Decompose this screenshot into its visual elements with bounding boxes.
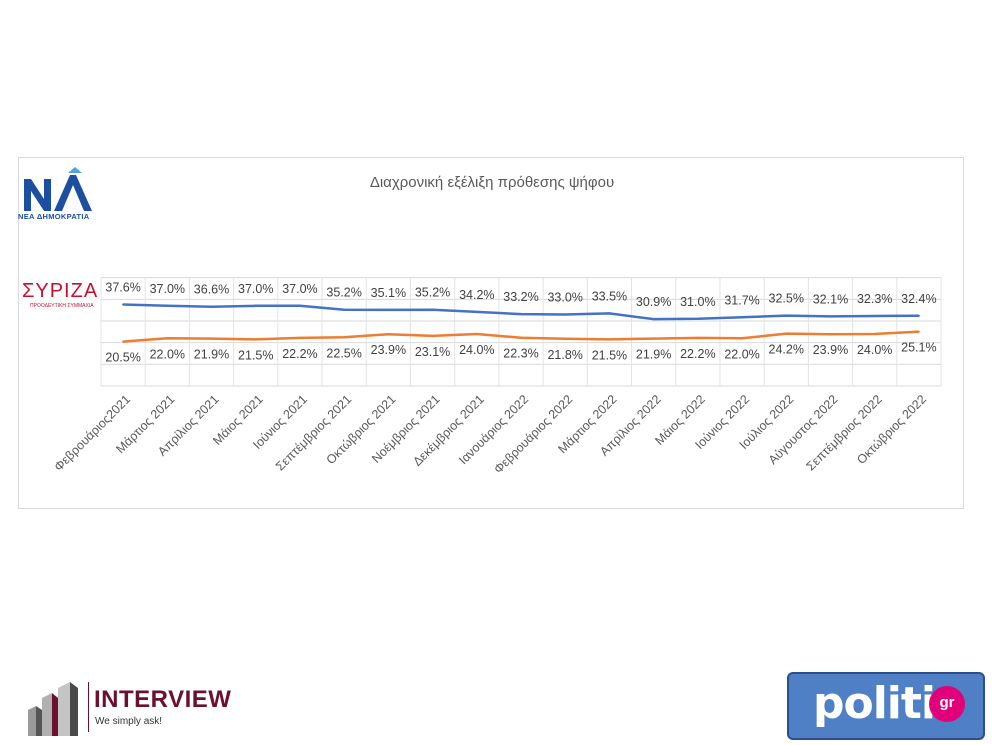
series-1-point-5	[343, 336, 346, 339]
series-1-label-3: 21.5%	[238, 348, 273, 362]
series-0-label-18: 32.4%	[901, 292, 936, 306]
series-1-point-8	[475, 333, 478, 335]
series-0-label-17: 32.3%	[857, 292, 892, 306]
series-1-label-6: 23.9%	[371, 343, 406, 357]
series-1-label-12: 21.9%	[636, 348, 671, 362]
syriza-logo-subtitle: ΠΡΟΟΔΕΥΤΙΚΗ ΣΥΜΜΑΧΙΑ	[30, 303, 94, 309]
series-1-point-1	[166, 337, 169, 340]
series-0-point-6	[387, 308, 390, 311]
series-1-point-6	[387, 333, 390, 336]
series-0-point-8	[475, 310, 478, 313]
series-0-point-7	[431, 308, 434, 311]
x-tick-label-0: Φεβρουάριος2021	[52, 392, 134, 474]
series-0-point-2	[210, 305, 213, 308]
series-1-label-1: 22.0%	[150, 347, 185, 361]
series-1-label-11: 21.5%	[592, 348, 627, 362]
interview-tagline: We simply ask!	[95, 716, 163, 727]
interview-divider	[88, 682, 89, 732]
series-1-point-14	[741, 337, 744, 340]
series-1-label-8: 24.0%	[459, 343, 494, 357]
series-1-label-14: 22.0%	[724, 347, 759, 361]
series-1-point-4	[298, 336, 301, 339]
series-0-point-0	[122, 303, 125, 306]
series-0-point-1	[166, 304, 169, 307]
series-0-point-9	[520, 313, 522, 316]
series-1-point-16	[829, 333, 832, 336]
series-0-point-5	[343, 308, 346, 311]
series-1-point-17	[873, 333, 876, 335]
series-1-point-9	[520, 336, 522, 339]
series-1-point-2	[210, 337, 213, 340]
vote-intention-chart: Διαχρονική εξέλιξη πρόθεσης ψήφου 37.6% 3…	[52, 174, 942, 476]
chart-frame: Διαχρονική εξέλιξη πρόθεσης ψήφου 37.6% 3…	[18, 157, 964, 509]
series-1-label-10: 21.8%	[547, 348, 582, 362]
series-1-point-11	[608, 338, 611, 341]
series-0-point-17	[873, 315, 876, 318]
politic-gr-logo: politic gr	[787, 672, 985, 740]
series-1-label-9: 22.3%	[503, 347, 538, 361]
series-1-label-2: 21.9%	[194, 348, 229, 362]
nd-logo-text: ΝΕΑ ΔΗΜΟΚΡΑΤΙΑ	[18, 212, 90, 221]
data-labels: 37.6% 37.0% 36.6% 37.0% 37.0% 35.2% 35.1% 35.2%…	[105, 281, 936, 365]
series-0-point-18	[917, 314, 920, 317]
series-0-point-15	[785, 314, 788, 317]
interview-title: INTERVIEW	[94, 686, 232, 713]
series-lines	[122, 303, 920, 343]
series-0-label-16: 32.1%	[813, 292, 848, 306]
interview-logo: INTERVIEW We simply ask!	[26, 680, 256, 740]
series-0-label-15: 32.5%	[769, 292, 804, 306]
series-0-label-0: 37.6%	[105, 281, 140, 295]
series-0-label-8: 34.2%	[459, 288, 494, 302]
series-0-label-12: 30.9%	[636, 295, 671, 309]
interview-bars-icon	[28, 682, 78, 736]
series-0-point-11	[608, 312, 611, 315]
series-0-point-14	[741, 316, 744, 319]
series-0-point-16	[829, 315, 832, 318]
series-1-label-4: 22.2%	[282, 347, 317, 361]
series-0-label-9: 33.2%	[503, 290, 538, 304]
series-line-1	[123, 330, 919, 343]
series-0-point-4	[298, 304, 301, 307]
series-1-point-10	[564, 337, 567, 340]
series-0-label-4: 37.0%	[282, 282, 317, 296]
x-tick-label-10: Φεβρουάριος 2022	[491, 392, 575, 476]
series-1-label-7: 23.1%	[415, 345, 450, 359]
series-1-point-18	[917, 330, 920, 333]
x-tick-label-5: Σεπτέμβριος 2021	[273, 392, 354, 473]
series-1-point-15	[785, 332, 788, 335]
series-0-label-13: 31.0%	[680, 295, 715, 309]
series-0-point-13	[696, 317, 699, 320]
series-1-point-13	[696, 336, 699, 339]
series-0-label-5: 35.2%	[326, 286, 361, 300]
x-tick-label-17: Σεπτέμβριος 2022	[803, 392, 884, 473]
politic-gr-dot: gr	[929, 686, 965, 722]
series-1-point-7	[431, 334, 434, 337]
series-0-label-1: 37.0%	[150, 282, 185, 296]
series-1-label-5: 22.5%	[326, 346, 361, 360]
series-1-label-16: 23.9%	[813, 343, 848, 357]
series-0-label-2: 36.6%	[194, 283, 229, 297]
syriza-logo: ΣΥΡΙΖΑ	[22, 280, 99, 302]
series-1-point-3	[254, 338, 257, 341]
series-1-point-0	[122, 340, 125, 343]
chart-title: Διαχρονική εξέλιξη πρόθεσης ψήφου	[370, 174, 614, 191]
series-1-label-13: 22.2%	[680, 347, 715, 361]
series-0-point-3	[254, 304, 257, 307]
series-1-label-15: 24.2%	[769, 343, 804, 357]
nea-dimokratia-logo	[24, 167, 92, 211]
series-1-label-18: 25.1%	[901, 341, 936, 355]
series-1-label-0: 20.5%	[105, 351, 140, 365]
series-1-label-17: 24.0%	[857, 343, 892, 357]
series-0-label-10: 33.0%	[547, 291, 582, 305]
series-0-label-7: 35.2%	[415, 286, 450, 300]
series-line-0	[123, 303, 919, 321]
series-0-label-6: 35.1%	[371, 286, 406, 300]
series-0-point-10	[564, 313, 567, 316]
series-0-label-3: 37.0%	[238, 282, 273, 296]
series-0-label-11: 33.5%	[592, 289, 627, 303]
series-0-point-12	[652, 318, 655, 321]
series-0-label-14: 31.7%	[724, 293, 759, 307]
series-1-point-12	[652, 337, 655, 340]
